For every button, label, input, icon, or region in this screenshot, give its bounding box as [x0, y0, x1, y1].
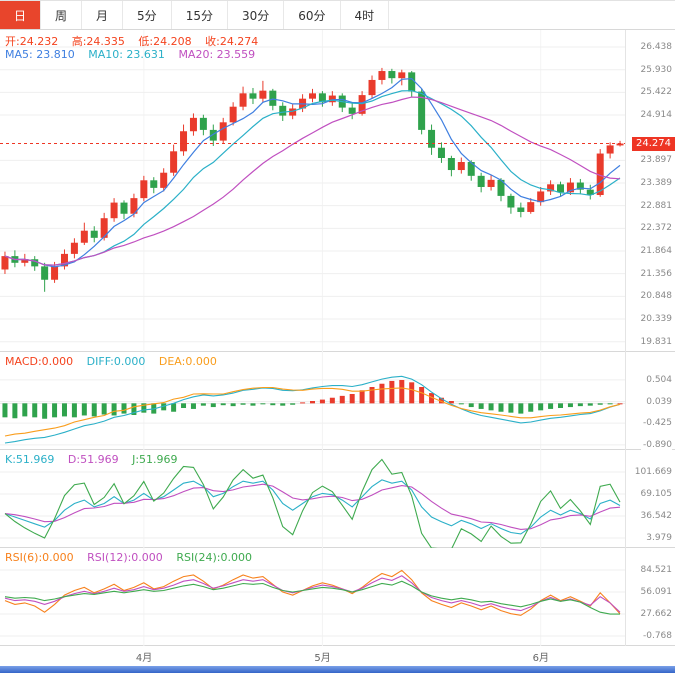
rsi12-value: RSI(12):0.000: [87, 551, 163, 564]
ma-legend: MA5: 23.810 MA10: 23.631 MA20: 23.559: [5, 48, 265, 61]
ma5-value: MA5: 23.810: [5, 48, 75, 61]
axis-label: 22.881: [638, 200, 672, 211]
kdj-legend: K:51.969 D:51.969 J:51.969: [5, 453, 188, 466]
tab-month[interactable]: 月: [82, 1, 124, 29]
axis-label: 20.339: [638, 314, 672, 325]
axis-label: 24.914: [638, 110, 672, 120]
axis-label: 25.422: [638, 87, 672, 98]
rsi24-value: RSI(24):0.000: [176, 551, 252, 564]
tab-week[interactable]: 周: [41, 1, 83, 29]
axis-label: 22.372: [638, 223, 672, 234]
low-value: 低:24.208: [138, 35, 192, 48]
axis-label: -0.890: [640, 439, 672, 450]
tab-60min[interactable]: 60分: [284, 1, 341, 29]
rsi-legend: RSI(6):0.000 RSI(12):0.000 RSI(24):0.000: [5, 551, 262, 564]
axis-label: 69.105: [638, 488, 672, 499]
axis-label: 27.662: [638, 608, 672, 619]
current-price-badge: 24.274: [632, 136, 675, 151]
tab-4hour[interactable]: 4时: [341, 1, 390, 29]
axis-label: 23.389: [638, 178, 672, 189]
j-value: J:51.969: [132, 453, 178, 466]
ohlc-legend: 开:24.232 高:24.335 低:24.208 收:24.274: [5, 33, 268, 49]
axis-label: 19.831: [638, 336, 672, 347]
axis-label: -0.425: [640, 418, 672, 429]
month-label: 4月: [135, 653, 153, 664]
timeframe-toolbar: 日 周 月 5分 15分 30分 60分 4时: [0, 0, 675, 30]
axis-label: 21.864: [638, 246, 672, 257]
tab-15min[interactable]: 15分: [172, 1, 228, 29]
price-chart-panel[interactable]: 开:24.232 高:24.335 低:24.208 收:24.274 MA5:…: [0, 30, 675, 352]
high-value: 高:24.335: [71, 35, 125, 48]
ma20-value: MA20: 23.559: [178, 48, 256, 61]
ma10-value: MA10: 23.631: [88, 48, 165, 61]
month-label: 6月: [532, 653, 550, 664]
axis-label: 101.669: [632, 466, 672, 477]
axis-label: 0.039: [644, 396, 672, 407]
tab-day[interactable]: 日: [0, 1, 42, 29]
axis-label: 36.542: [638, 510, 672, 521]
tab-30min[interactable]: 30分: [228, 1, 285, 29]
rsi6-value: RSI(6):0.000: [5, 551, 74, 564]
macd-panel[interactable]: MACD:0.000 DIFF:0.000 DEA:0.000 0.504 0.0…: [0, 352, 675, 450]
month-label: 5月: [314, 653, 331, 664]
diff-value: DIFF:0.000: [86, 355, 146, 368]
axis-label: 25.930: [638, 64, 672, 75]
macd-legend: MACD:0.000 DIFF:0.000 DEA:0.000: [5, 355, 227, 368]
axis-label: -0.768: [640, 630, 672, 641]
dea-value: DEA:0.000: [158, 355, 217, 368]
d-value: D:51.969: [67, 453, 119, 466]
axis-label: 23.897: [638, 155, 672, 166]
macd-value: MACD:0.000: [5, 355, 74, 368]
kdj-panel[interactable]: K:51.969 D:51.969 J:51.969 101.669 69.105…: [0, 450, 675, 548]
open-value: 开:24.232: [5, 35, 59, 48]
x-axis: 4月 5月 6月: [0, 646, 675, 666]
k-value: K:51.969: [5, 453, 55, 466]
axis-label: 21.356: [638, 268, 672, 279]
axis-label: 20.848: [638, 291, 672, 302]
close-value: 收:24.274: [205, 35, 259, 48]
axis-label: 3.979: [644, 532, 672, 543]
axis-label: 26.438: [638, 42, 672, 53]
axis-label: 84.521: [638, 564, 672, 575]
axis-label: 56.091: [638, 586, 672, 597]
bottom-scrollbar[interactable]: [0, 666, 675, 673]
tab-5min[interactable]: 5分: [123, 1, 172, 29]
axis-label: 0.504: [644, 374, 672, 385]
rsi-panel[interactable]: RSI(6):0.000 RSI(12):0.000 RSI(24):0.000…: [0, 548, 675, 646]
